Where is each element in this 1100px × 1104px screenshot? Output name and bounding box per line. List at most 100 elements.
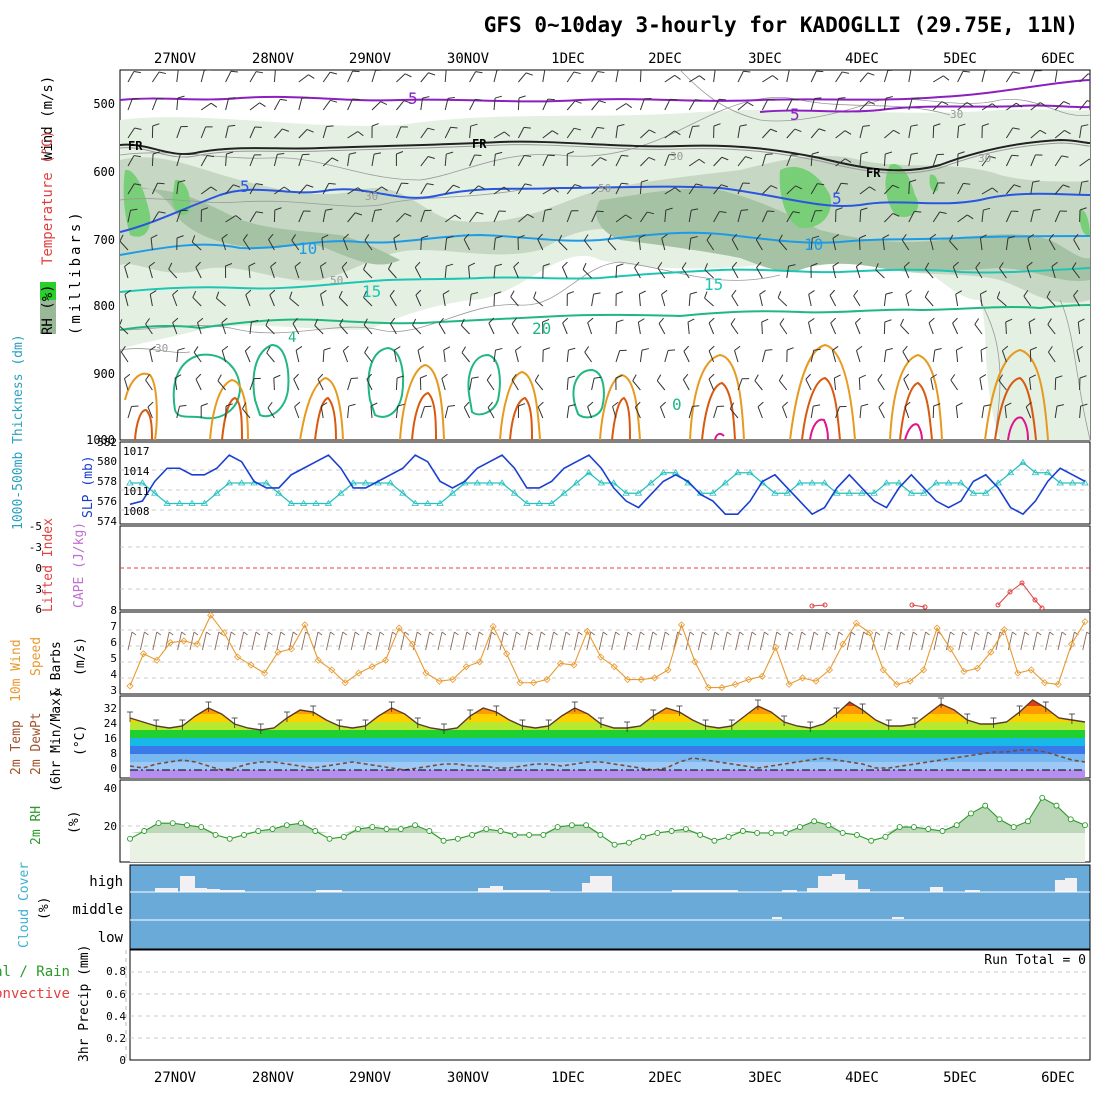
barb-upper	[421, 238, 422, 250]
cloud-mid-bar	[772, 917, 782, 919]
rh-point	[470, 832, 475, 837]
cloud-mid-bar	[892, 917, 904, 919]
barb-upper-flag	[670, 99, 677, 100]
wind-tick-7: 7	[110, 620, 117, 633]
barb-upper-flag	[158, 183, 165, 184]
rh-tick-20: 20	[104, 820, 117, 833]
rh-point	[455, 836, 460, 841]
ylabel-cloud-unit: (%)	[37, 897, 52, 920]
rh-point	[555, 825, 560, 830]
rh-point	[641, 834, 646, 839]
ylabel-slp: SLP (mb)	[81, 455, 96, 518]
barb-upper	[909, 182, 910, 194]
bottom-day-2dec: 2DEC	[648, 1070, 682, 1086]
barb-upper	[518, 98, 519, 110]
label-15-b: 15	[704, 275, 723, 294]
wind-tick-5: 5	[110, 652, 117, 665]
tick-900: 900	[93, 367, 115, 381]
cloud-high-bar	[807, 888, 818, 892]
ylabel-precip-1: Total / Rain	[0, 964, 70, 980]
cloud-level-high: high	[89, 874, 123, 890]
barb-upper	[494, 294, 495, 306]
rh-point	[242, 832, 247, 837]
barb-upper	[762, 322, 763, 334]
ylabel-thickness: 1000-500mb Thickness (dm)	[11, 334, 26, 530]
rh-point	[256, 829, 261, 834]
cloud-high-bar	[818, 876, 832, 892]
barb-upper-flag	[231, 71, 238, 72]
cloud-cover-panel: high middle low Cloud Cover (%)	[17, 862, 1090, 949]
rh-point	[712, 838, 717, 843]
rh-point	[740, 829, 745, 834]
temp-tick-8: 8	[110, 747, 117, 760]
upper-y-ticks: 500 600 700 800 900 1000	[86, 97, 115, 447]
ylabel-rh2m: 2m RH	[29, 806, 44, 845]
rh-point	[997, 817, 1002, 822]
ylabel-temp-3: (6hr Min/Max)	[49, 690, 64, 792]
ylabel-millibars: (millibars)	[68, 209, 84, 335]
slp-tick-1014: 1014	[123, 465, 150, 478]
rh-point	[356, 827, 361, 832]
barb-upper-flag	[668, 350, 675, 351]
label-15-a: 15	[362, 282, 381, 301]
wind-tick-4: 4	[110, 668, 117, 681]
rh-point	[826, 823, 831, 828]
temp-tick-24: 24	[104, 717, 118, 730]
label-30-a: 30	[365, 190, 378, 203]
cloud-level-middle: middle	[72, 902, 123, 918]
temp-band	[130, 754, 1085, 762]
lifted-ticks: -5 -3 0 3 6	[29, 520, 42, 616]
rh-point	[327, 836, 332, 841]
rh-point	[341, 834, 346, 839]
ylabel-wind10-2: Speed	[29, 637, 44, 676]
barb-upper-flag	[743, 71, 750, 72]
ylabel-cape: CAPE (J/kg)	[72, 522, 87, 608]
cloud-levels: high middle low	[72, 874, 123, 946]
thick-tick-580: 580	[97, 455, 117, 468]
rh-point	[883, 834, 888, 839]
barb-upper-flag	[401, 183, 408, 184]
cape-tick-8: 8	[110, 604, 117, 617]
label-fr-c: FR	[866, 166, 881, 180]
rh-point	[755, 830, 760, 835]
rh-point	[626, 840, 631, 845]
precip-ticks: 0.8 0.6 0.4 0.2 0	[106, 965, 126, 1067]
label-minus5-b: 5	[790, 105, 800, 124]
label-fr-b: FR	[472, 137, 487, 151]
ylabel-wind10-1: 10m Wind	[9, 639, 24, 702]
rh-point	[498, 829, 503, 834]
cloud-high-bar	[832, 874, 845, 892]
cloud-high-bar	[180, 876, 195, 892]
rh-point	[812, 819, 817, 824]
barb-upper-flag	[451, 127, 458, 128]
ylabel-temperature: Temperature (°C)	[40, 130, 56, 265]
rh-point	[612, 842, 617, 847]
thick-tick-574: 574	[97, 515, 117, 528]
rh-point	[797, 825, 802, 830]
cloud-high-bar	[155, 888, 178, 892]
label-30-d: 30	[950, 108, 963, 121]
temp-tick-16: 16	[104, 732, 117, 745]
rh-point	[512, 832, 517, 837]
barb-upper-flag	[912, 98, 919, 99]
precip-tick-08: 0.8	[106, 965, 126, 978]
rh-point	[726, 834, 731, 839]
ylabel-wind10-unit: (m/s)	[73, 637, 88, 676]
label-50-a: 50	[598, 182, 611, 195]
rh-point	[227, 836, 232, 841]
rh-point	[783, 830, 788, 835]
rh-point	[954, 823, 959, 828]
rh-point	[313, 829, 318, 834]
wind-tick-6: 6	[110, 636, 117, 649]
barb-upper-flag	[816, 71, 823, 72]
temp-tick-0: 0	[110, 762, 117, 775]
ylabel-rh2m-unit: (%)	[67, 811, 82, 834]
rh-point	[270, 827, 275, 832]
rh-ticks: 40 20	[104, 782, 117, 833]
barb-upper-flag	[766, 154, 773, 155]
cloud-high-bar	[490, 886, 503, 892]
bottom-day-27nov: 27NOV	[154, 1070, 197, 1086]
rh-point	[897, 825, 902, 830]
temp-band	[130, 738, 1085, 746]
temp-band	[130, 746, 1085, 754]
